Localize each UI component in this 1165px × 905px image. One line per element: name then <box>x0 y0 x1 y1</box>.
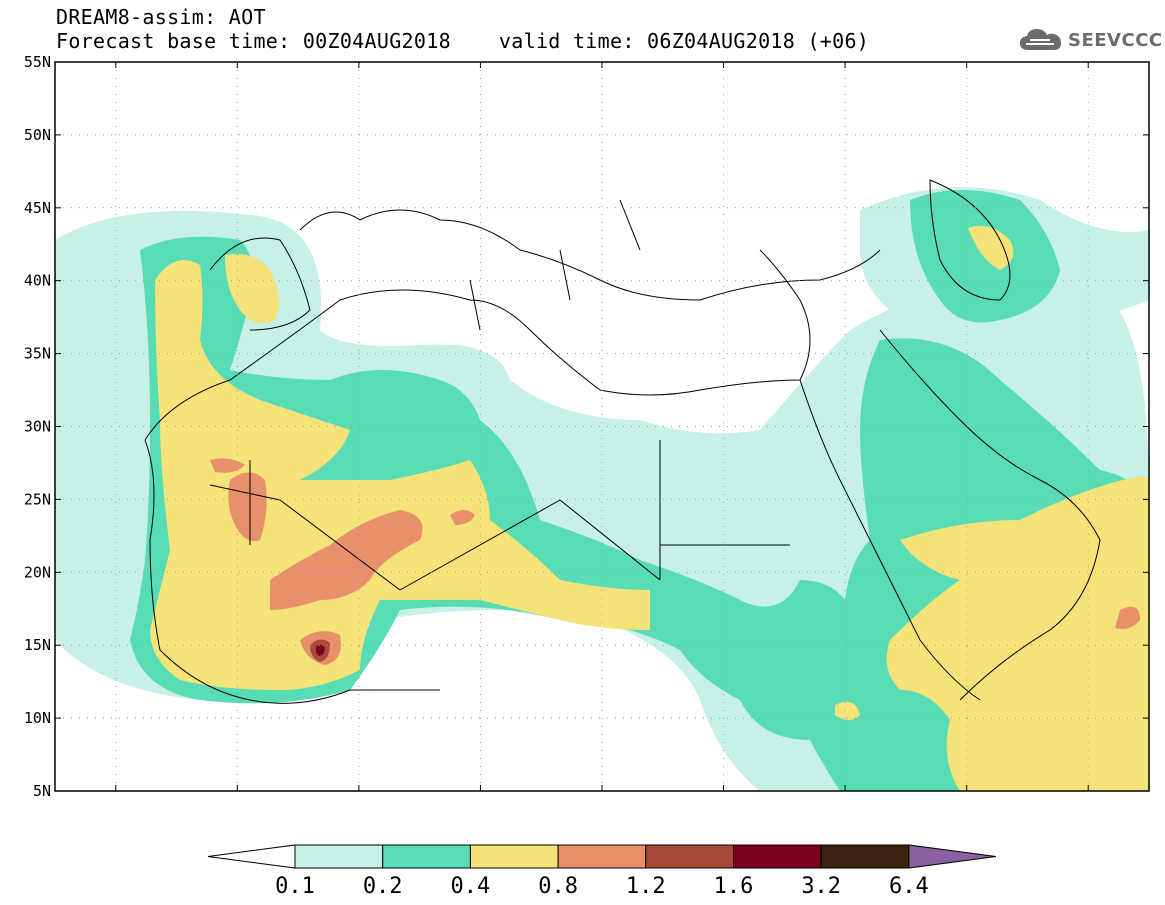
colorbar-segment <box>557 844 647 869</box>
colorbar-level-label: 6.4 <box>889 874 929 899</box>
colorbar-segment <box>820 844 910 869</box>
colorbar-under-triangle <box>207 844 296 869</box>
lat-label: 25N <box>24 490 51 508</box>
colorbar-over-triangle <box>908 844 996 869</box>
lon-label: 0 <box>354 797 363 800</box>
lat-label: 15N <box>24 636 51 654</box>
colorbar-segment <box>294 844 384 869</box>
colorbar-level-label: 0.8 <box>538 874 578 899</box>
chart-title: DREAM8-assim: AOT <box>56 5 266 29</box>
lon-label: 60E <box>1075 797 1102 800</box>
lat-label: 40N <box>24 272 51 290</box>
lon-ticks: 20W 10W 0 10E 20E 30E 40E 50E 60E <box>102 62 1102 800</box>
logo-text: SEEVCCC <box>1068 29 1163 51</box>
base-time: Forecast base time: 00Z04AUG2018 <box>56 29 451 53</box>
lon-label: 10W <box>224 797 252 800</box>
lon-label: 20E <box>588 797 615 800</box>
colorbar-segment <box>382 844 471 869</box>
colorbar-segment <box>645 844 734 869</box>
colorbar-level-label: 3.2 <box>801 874 841 899</box>
lat-label: 50N <box>24 126 51 144</box>
colorbar-level-label: 0.4 <box>451 874 491 899</box>
seevccc-logo: SEEVCCC <box>1018 24 1163 56</box>
time-info: Forecast base time: 00Z04AUG2018 valid ti… <box>56 30 869 52</box>
lat-label: 30N <box>24 418 51 436</box>
lon-label: 40E <box>832 797 859 800</box>
colorbar-level-label: 0.1 <box>275 874 315 899</box>
lon-label: 30E <box>710 797 737 800</box>
lat-ticks: 55N 50N 45N 40N 35N 30N 25N 20N 15N 10N 5N <box>24 53 1149 800</box>
colorbar-level-label: 1.6 <box>714 874 754 899</box>
colorbar-level-label: 0.2 <box>363 874 403 899</box>
colorbar-segment <box>469 844 559 869</box>
cloud-icon <box>1020 29 1061 50</box>
lat-label: 10N <box>24 709 51 727</box>
lon-label: 10E <box>467 797 494 800</box>
colorbar-level-label: 1.2 <box>626 874 666 899</box>
colorbar-segment <box>733 844 822 869</box>
lat-label: 55N <box>24 53 51 71</box>
valid-time: valid time: 06Z04AUG2018 (+06) <box>498 29 870 53</box>
lon-label: 20W <box>102 797 130 800</box>
lat-label: 5N <box>33 782 51 800</box>
aot-map: 55N 50N 45N 40N 35N 30N 25N 20N 15N 10N 5N 20W 10W 0… <box>24 53 1150 800</box>
lat-label: 45N <box>24 199 51 217</box>
lon-label: 50E <box>953 797 980 800</box>
lat-label: 20N <box>24 563 51 581</box>
lat-label: 35N <box>24 345 51 363</box>
aot-field <box>55 179 1149 791</box>
